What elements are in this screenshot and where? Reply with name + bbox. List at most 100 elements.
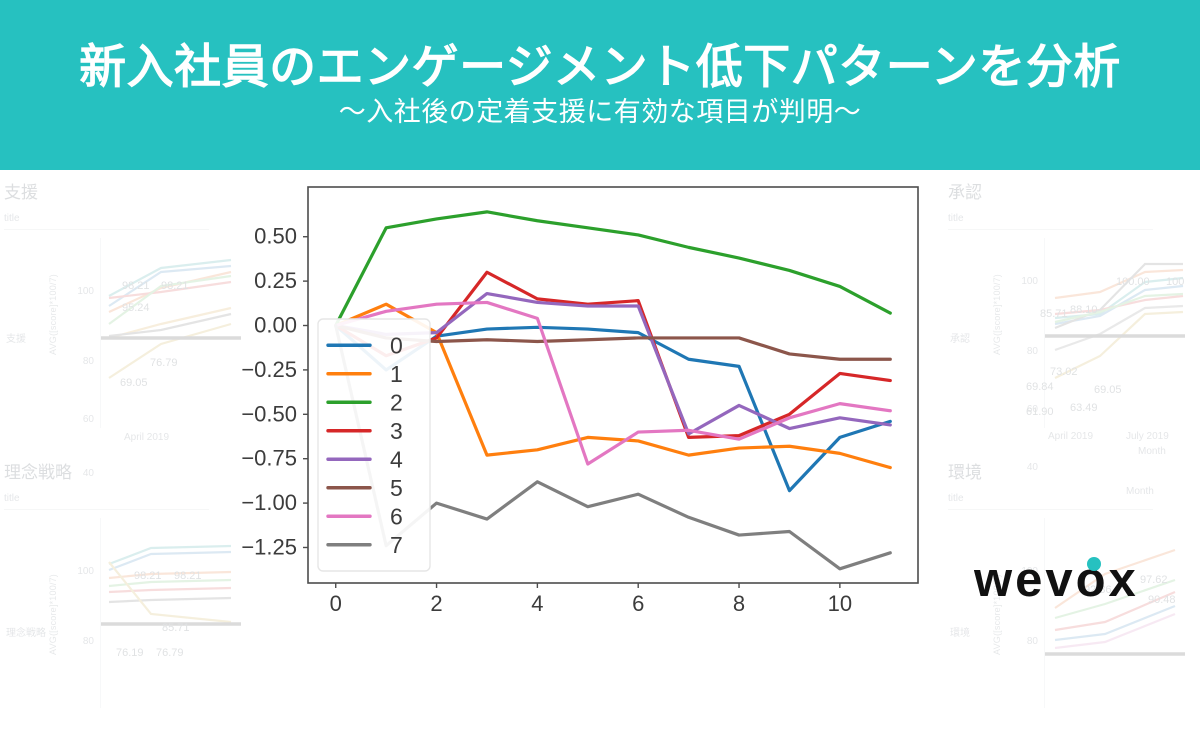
panel-heading: 支援: [4, 183, 38, 202]
panel-x-tick: April 2019: [1048, 431, 1094, 442]
series-line-2: [334, 210, 892, 328]
panel-y-tick: 100: [77, 566, 94, 577]
legend-label-1: 1: [390, 361, 403, 387]
background-panel-rinen: 理念戦略 title 理念戦略 AVG([score]*100/7) 100 8…: [4, 458, 241, 729]
legend-label-0: 0: [390, 332, 403, 358]
y-tick-marks: [303, 236, 308, 549]
panel-data-label: 85.71: [162, 622, 190, 634]
panel-heading: 環境: [948, 463, 982, 482]
series-line-6: [334, 300, 892, 466]
wevox-teal-dot: [1087, 557, 1101, 571]
panel-y-axis-title: AVG([score]*100/7): [992, 274, 1002, 355]
background-panel-shien: 支援 title 支援 AVG([score]*100/7) 100 80 60…: [4, 178, 241, 479]
panel-month-label: Month: [1126, 486, 1154, 497]
panel-sublabel: title: [4, 213, 209, 230]
panel-plot-area: [100, 518, 241, 708]
panel-data-label: 98.21: [174, 570, 202, 582]
x-tick-label: 8: [733, 591, 745, 616]
panel-data-label: 88.10: [1070, 304, 1098, 316]
panel-row-label: 承認: [950, 334, 970, 345]
panel-y-axis-title: AVG([score]*100/7): [48, 574, 58, 655]
panel-x-tick: July 2019: [1126, 431, 1169, 442]
panel-sublabel: title: [4, 493, 209, 510]
wevox-logo: wevox: [974, 550, 1162, 608]
panel-data-label: 98.21: [161, 280, 189, 292]
panel-plot-area: [1044, 518, 1185, 708]
panel-y-tick: 40: [1026, 462, 1038, 473]
y-tick-label: 0.25: [254, 268, 297, 293]
panel-plot-area: [100, 238, 241, 428]
panel-body: 承認 AVG([score]*100/7) 100 80 60 40: [948, 234, 1185, 473]
panel-data-label: 69.05: [120, 377, 148, 389]
panel-sparkline-chart: [1045, 262, 1185, 379]
panel-y-tick: 80: [82, 356, 94, 367]
x-tick-label: 4: [531, 591, 543, 616]
panel-sparkline-chart: [1045, 548, 1185, 656]
legend-label-4: 4: [390, 446, 403, 472]
panel-data-label: 76.79: [156, 647, 184, 659]
legend-label-3: 3: [390, 418, 403, 444]
panel-body: 支援 AVG([score]*100/7) 100 80 60 40: [4, 234, 241, 479]
panel-data-label: 100.00: [1116, 276, 1150, 288]
panel-y-tick: 40: [82, 468, 94, 479]
chart-svg: 0.50 0.25 0.00 −0.25 −0.50 −0.75 −1.00 −1.25 0 2…: [241, 186, 919, 616]
panel-data-label: 98.21: [122, 280, 150, 292]
chart-legend[interactable]: 0 12 34 56 7: [317, 318, 431, 572]
panel-y-tick: 60: [1026, 404, 1038, 415]
y-tick-labels: 0.50 0.25 0.00 −0.25 −0.50 −0.75 −1.00 −1.25: [241, 224, 297, 560]
panel-sparkline-chart: [101, 544, 241, 626]
x-tick-label: 0: [330, 591, 342, 616]
panel-y-tick: 80: [82, 636, 94, 647]
panel-data-label: 100: [1166, 276, 1185, 288]
panel-heading: 承認: [948, 183, 982, 202]
y-tick-label: −0.50: [241, 401, 297, 426]
background-panel-shonin: 承認 title 承認 AVG([score]*100/7) 100 80 60…: [948, 178, 1185, 473]
panel-data-label: 98.21: [134, 570, 162, 582]
y-tick-label: −0.25: [241, 357, 297, 382]
panel-data-label: 95.24: [122, 302, 150, 314]
y-tick-label: 0.50: [254, 224, 297, 249]
panel-y-ticks: 100 80: [62, 514, 94, 729]
panel-sparkline-chart: [101, 258, 241, 379]
panel-row-label: 理念戦略: [6, 628, 46, 639]
page-subtitle: 〜入社後の定着支援に有効な項目が判明〜: [338, 96, 862, 127]
panel-row-label: 支援: [6, 334, 26, 345]
panel-data-label: 69.05: [1094, 384, 1122, 396]
panel-y-tick: 100: [1021, 276, 1038, 287]
x-tick-label: 10: [828, 591, 852, 616]
panel-y-tick: 80: [1026, 346, 1038, 357]
y-tick-label: −1.00: [241, 490, 297, 515]
x-tick-marks: [335, 583, 841, 588]
x-tick-label: 6: [632, 591, 644, 616]
y-tick-label: −0.75: [241, 446, 297, 471]
legend-label-5: 5: [390, 475, 403, 501]
panel-y-tick: 60: [82, 414, 94, 425]
page-title: 新入社員のエンゲージメント低下パターンを分析: [79, 40, 1121, 94]
panel-month-label: Month: [1138, 446, 1166, 457]
x-tick-labels: 0 2 4 6 8 10: [330, 591, 852, 616]
legend-label-2: 2: [390, 389, 403, 415]
panel-y-ticks: 100 80 60 40: [1006, 234, 1038, 473]
panel-body: 理念戦略 AVG([score]*100/7) 100 80 98.21: [4, 514, 241, 729]
panel-y-ticks: 100 80 60 40: [62, 234, 94, 479]
panel-plot-area: [1044, 238, 1185, 428]
panel-y-tick: 80: [1026, 636, 1038, 647]
panel-x-tick: April 2019: [124, 432, 170, 443]
panel-row-label: 環境: [950, 628, 970, 639]
panel-data-label: 73.02: [1050, 366, 1078, 378]
panel-y-tick: 100: [77, 286, 94, 297]
panel-data-label: 63.49: [1070, 402, 1098, 414]
legend-label-6: 6: [390, 503, 403, 529]
panel-sublabel: title: [948, 493, 1153, 510]
wevox-wordmark-svg: wevox: [974, 553, 1136, 607]
panel-sublabel: title: [948, 213, 1153, 230]
panel-y-axis-title: AVG([score]*100/7): [48, 274, 58, 355]
panel-y-ticks: 100 80: [1006, 514, 1038, 729]
y-tick-label: 0.00: [254, 313, 297, 338]
legend-label-7: 7: [390, 532, 403, 558]
panel-heading: 理念戦略: [4, 463, 72, 482]
panel-data-label: 76.19: [116, 647, 144, 659]
panel-data-label: 61.90: [1026, 406, 1054, 418]
y-tick-label: −1.25: [241, 534, 297, 559]
panel-data-label: 85.71: [1040, 308, 1068, 320]
